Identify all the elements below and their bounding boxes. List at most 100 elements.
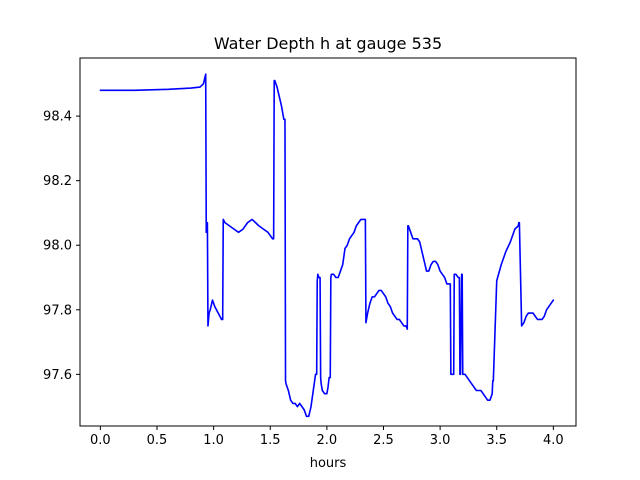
data-point <box>340 270 341 271</box>
data-point <box>209 312 210 313</box>
data-point <box>406 325 407 326</box>
data-point <box>366 319 367 320</box>
data-point <box>387 303 388 304</box>
data-point <box>347 245 348 246</box>
data-point <box>421 251 422 252</box>
y-tick-label: 97.6 <box>43 368 72 383</box>
data-point <box>523 322 524 323</box>
data-point <box>378 290 379 291</box>
data-point <box>297 406 298 407</box>
data-point <box>419 241 420 242</box>
data-point <box>276 86 277 87</box>
data-point <box>401 322 402 323</box>
data-point <box>487 400 488 401</box>
data-point <box>360 219 361 220</box>
data-point <box>324 393 325 394</box>
data-point <box>242 228 243 229</box>
data-point <box>247 222 248 223</box>
data-point <box>528 312 529 313</box>
data-point <box>306 416 307 417</box>
data-point <box>313 390 314 391</box>
data-point <box>252 219 253 220</box>
data-point <box>519 222 520 223</box>
data-point <box>492 393 493 394</box>
data-point <box>329 377 330 378</box>
data-point <box>331 274 332 275</box>
data-point <box>478 390 479 391</box>
y-tick-label: 98.0 <box>43 239 72 254</box>
data-point <box>544 316 545 317</box>
data-point <box>333 274 334 275</box>
x-tick-label: 0.0 <box>90 433 111 448</box>
data-point <box>550 303 551 304</box>
data-point <box>514 228 515 229</box>
x-tick-label: 2.5 <box>373 433 394 448</box>
data-point <box>403 325 404 326</box>
data-point <box>430 264 431 265</box>
data-point <box>327 387 328 388</box>
x-axis-label: hours <box>310 456 347 471</box>
x-tick-label: 3.5 <box>486 433 507 448</box>
data-point <box>223 219 224 220</box>
y-axis: 97.6 97.8 98.0 98.2 98.4 <box>43 110 80 383</box>
series-line <box>99 73 555 418</box>
data-point <box>489 400 490 401</box>
x-axis: 0.0 0.5 1.0 1.5 2.0 2.5 3.0 3.5 4.0 <box>90 426 564 448</box>
data-point <box>308 416 309 417</box>
data-point <box>510 241 511 242</box>
data-point <box>273 238 274 239</box>
data-point <box>451 374 452 375</box>
data-point <box>410 232 411 233</box>
data-point <box>290 400 291 401</box>
data-point <box>310 406 311 407</box>
x-tick-label: 1.5 <box>260 433 281 448</box>
data-point <box>376 293 377 294</box>
data-point <box>315 374 316 375</box>
data-point <box>501 264 502 265</box>
data-point <box>462 274 463 275</box>
data-point <box>385 296 386 297</box>
data-point <box>417 238 418 239</box>
x-tick-label: 4.0 <box>543 433 564 448</box>
data-point <box>206 232 207 233</box>
data-point <box>272 238 273 239</box>
x-tick-label: 1.0 <box>203 433 224 448</box>
x-tick-label: 3.0 <box>430 433 451 448</box>
data-point <box>426 270 427 271</box>
data-point <box>284 119 285 120</box>
data-point <box>304 409 305 410</box>
data-point <box>316 374 317 375</box>
data-point <box>442 274 443 275</box>
data-point <box>537 319 538 320</box>
data-point <box>428 270 429 271</box>
data-point <box>353 232 354 233</box>
data-point <box>399 319 400 320</box>
data-point <box>539 319 540 320</box>
data-point <box>321 383 322 384</box>
data-point <box>283 119 284 120</box>
data-point <box>467 377 468 378</box>
data-point <box>286 383 287 384</box>
data-point <box>342 264 343 265</box>
data-point <box>210 309 211 310</box>
data-point <box>381 290 382 291</box>
data-point <box>407 329 408 330</box>
data-point <box>392 312 393 313</box>
data-point <box>440 270 441 271</box>
data-point <box>446 283 447 284</box>
data-point <box>295 403 296 404</box>
data-point <box>358 222 359 223</box>
data-point <box>274 80 275 81</box>
data-point <box>493 380 494 381</box>
data-point <box>238 232 239 233</box>
data-point <box>365 322 366 323</box>
data-point <box>292 403 293 404</box>
data-point <box>214 306 215 307</box>
data-point <box>444 277 445 278</box>
data-point <box>412 238 413 239</box>
data-point <box>206 225 207 226</box>
data-point <box>471 383 472 384</box>
data-point <box>541 319 542 320</box>
data-point <box>548 306 549 307</box>
data-point <box>168 89 169 90</box>
